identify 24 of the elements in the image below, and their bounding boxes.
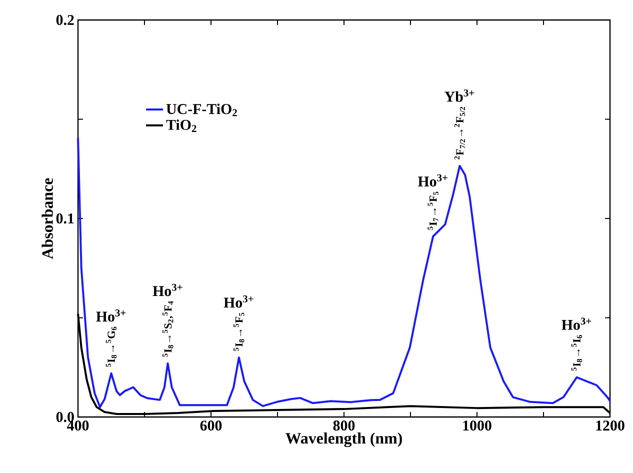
- annotation: $^{2}$F$_{7/2}$→$^{2}$F$_{5/2}$: [454, 106, 466, 160]
- x-axis-title: Wavelength (nm): [286, 432, 402, 448]
- legend-label: TiO$_{2}$: [166, 119, 196, 132]
- annotation: Ho$^{3+}$: [418, 174, 448, 187]
- y-tick-label: 0.1: [56, 213, 74, 224]
- x-tick-label: 800: [333, 420, 355, 431]
- y-axis-title: Absorbance: [42, 178, 53, 260]
- y-tick-label: 0.0: [56, 412, 74, 422]
- annotation: Ho$^{3+}$: [96, 309, 126, 322]
- y-tick-label: 0.2: [56, 14, 74, 26]
- text: $^{5}$I$_{8}$→$^{5}$S$_{2}$,$^{5}$F$_{4}$: [162, 301, 174, 357]
- annotation: Ho$^{3+}$: [152, 284, 182, 296]
- annotation: $^{5}$I$_{7}$→$^{5}$F$_{5}$: [428, 192, 438, 230]
- x-tick-label: 400: [66, 420, 89, 431]
- x-tick-label: 1200: [596, 420, 624, 431]
- annotation: $^{5}$I$_{8}$→$^{5}$G$_{6}$: [106, 326, 117, 367]
- annotation: Ho$^{3+}$: [224, 295, 254, 308]
- annotation: Ho$^{3+}$: [562, 318, 592, 330]
- annotation: $^{5}$I$_{8}$→$^{5}$I$_{6}$: [571, 335, 582, 371]
- annotation: $^{5}$I$_{8}$→$^{5}$F$_{5}$: [234, 312, 244, 351]
- legend-label: UC-F-TiO$_{2}$: [166, 104, 237, 116]
- x-tick-label: 1000: [463, 420, 492, 431]
- annotation: Yb$^{3+}$: [444, 89, 474, 102]
- x-tick-label: 600: [200, 420, 222, 431]
